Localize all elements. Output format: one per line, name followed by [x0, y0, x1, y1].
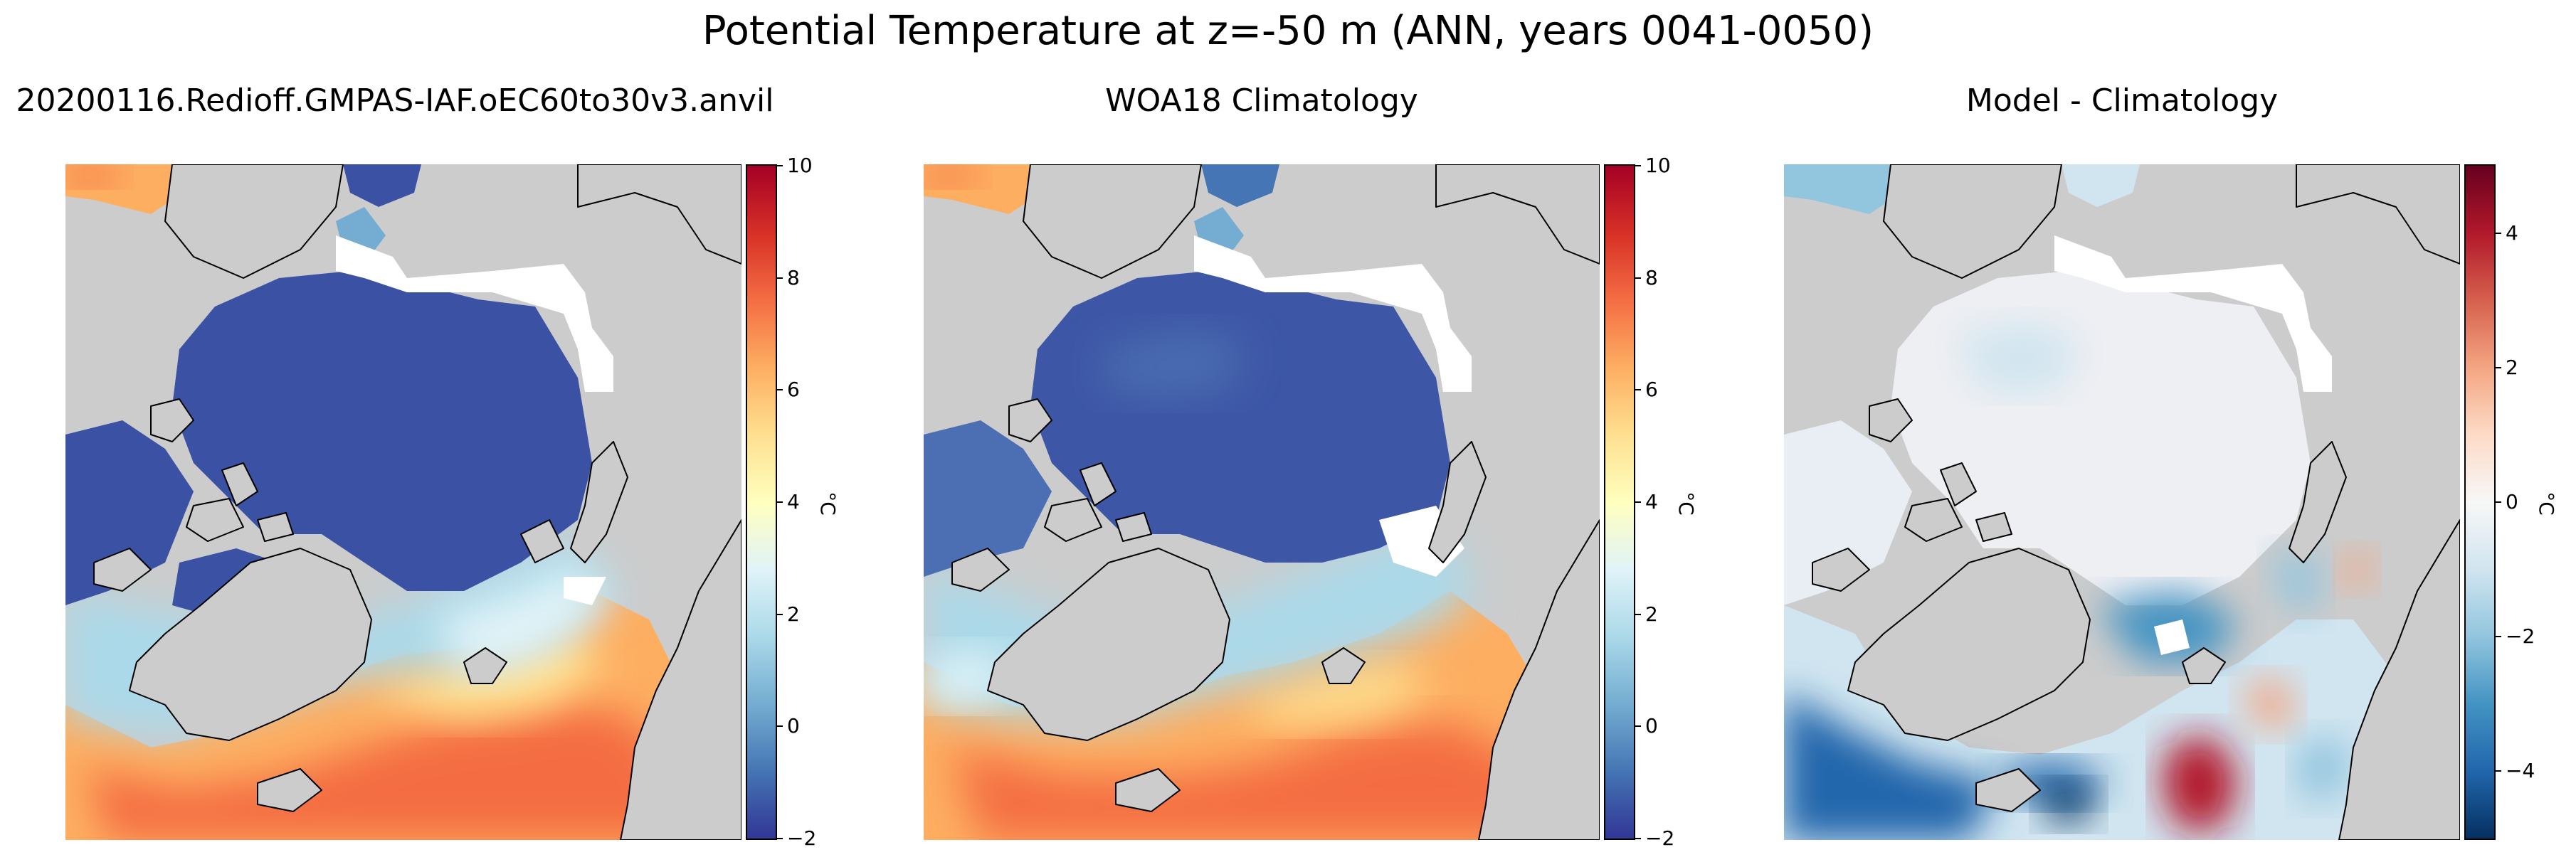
colorbar-climatology: 10 8 6 4 2 0 −2 °C — [1604, 154, 1698, 850]
colorbar-tick — [1634, 725, 1641, 728]
colorbar-tick — [2494, 636, 2501, 638]
colorbar-tick-label: −2 — [1645, 826, 1675, 850]
colorbar-tick-label: −2 — [787, 826, 817, 850]
colorbar-tick-label: −2 — [2506, 624, 2535, 649]
colorbar-tick-label: 0 — [1645, 714, 1658, 738]
panel-title-climatology: WOA18 Climatology — [1105, 83, 1418, 119]
map-panel-model — [65, 164, 741, 840]
colorbar-tick — [776, 838, 783, 839]
colorbar-tick — [776, 165, 783, 166]
panel-title-bias: Model - Climatology — [1965, 83, 2279, 119]
colorbar-tick — [1634, 613, 1641, 615]
colorbar-tick-label: −4 — [2506, 759, 2535, 783]
map-panel-climatology — [924, 164, 1600, 840]
colorbar-tick — [1634, 838, 1641, 839]
colorbar-tick-label: 4 — [1645, 490, 1658, 514]
colorbar-unit-label: °C — [2534, 491, 2558, 516]
colorbar-tick-label: 4 — [2506, 220, 2518, 245]
colorbar-tick — [1634, 277, 1641, 279]
colorbar-tick — [2494, 232, 2501, 234]
colorbar-tick — [2494, 770, 2501, 772]
colorbar-tick-label: 8 — [787, 265, 800, 289]
arctic-map-model — [65, 164, 741, 840]
colorbar-tick-label: 10 — [787, 154, 813, 177]
figure-title: Potential Temperature at z=-50 m (ANN, y… — [702, 8, 1874, 54]
colorbar-model: 10 8 6 4 2 0 −2 °C — [746, 154, 840, 850]
land-masses — [1812, 164, 2460, 840]
colorbar-tick-label: 0 — [787, 714, 800, 738]
colorbar-unit-label: °C — [815, 491, 840, 516]
colorbar-tick-label: 10 — [1645, 154, 1671, 177]
panel-title-model: 20200116.Redioff.GMPAS-IAF.oEC60to30v3.a… — [16, 83, 774, 119]
no-data-region — [336, 235, 613, 605]
map-panel-bias — [1784, 164, 2460, 840]
colorbar-tick — [2494, 366, 2501, 368]
colorbar-tick — [776, 277, 783, 279]
colorbar-tick — [2494, 501, 2501, 503]
colorbar-tick-label: 4 — [787, 490, 800, 514]
colorbar-tick-label: 6 — [1645, 378, 1658, 402]
colorbar-tick-label: 2 — [2506, 355, 2518, 379]
colorbar-bias: 4 2 0 −2 −4 °C — [2464, 164, 2558, 840]
colorbar-tick — [1634, 501, 1641, 503]
colorbar-tick — [776, 725, 783, 728]
colorbar-tick — [776, 389, 783, 391]
colorbar-tick-label: 0 — [2506, 490, 2518, 514]
arctic-map-climatology — [924, 164, 1600, 840]
colorbar-tick — [1634, 165, 1641, 166]
colorbar-tick-label: 8 — [1645, 265, 1658, 289]
colorbar-tick-label: 2 — [787, 602, 800, 626]
land-masses — [951, 164, 1600, 840]
land-masses — [93, 164, 741, 840]
colorbar-tick — [1634, 389, 1641, 391]
colorbar-tick — [776, 501, 783, 503]
colorbar-tick-label: 2 — [1645, 602, 1658, 626]
colorbar-unit-label: °C — [1674, 491, 1698, 516]
colorbar-tick — [776, 613, 783, 615]
no-data-region — [2054, 235, 2332, 655]
arctic-map-bias — [1784, 164, 2460, 840]
colorbar-tick-label: 6 — [787, 378, 800, 402]
